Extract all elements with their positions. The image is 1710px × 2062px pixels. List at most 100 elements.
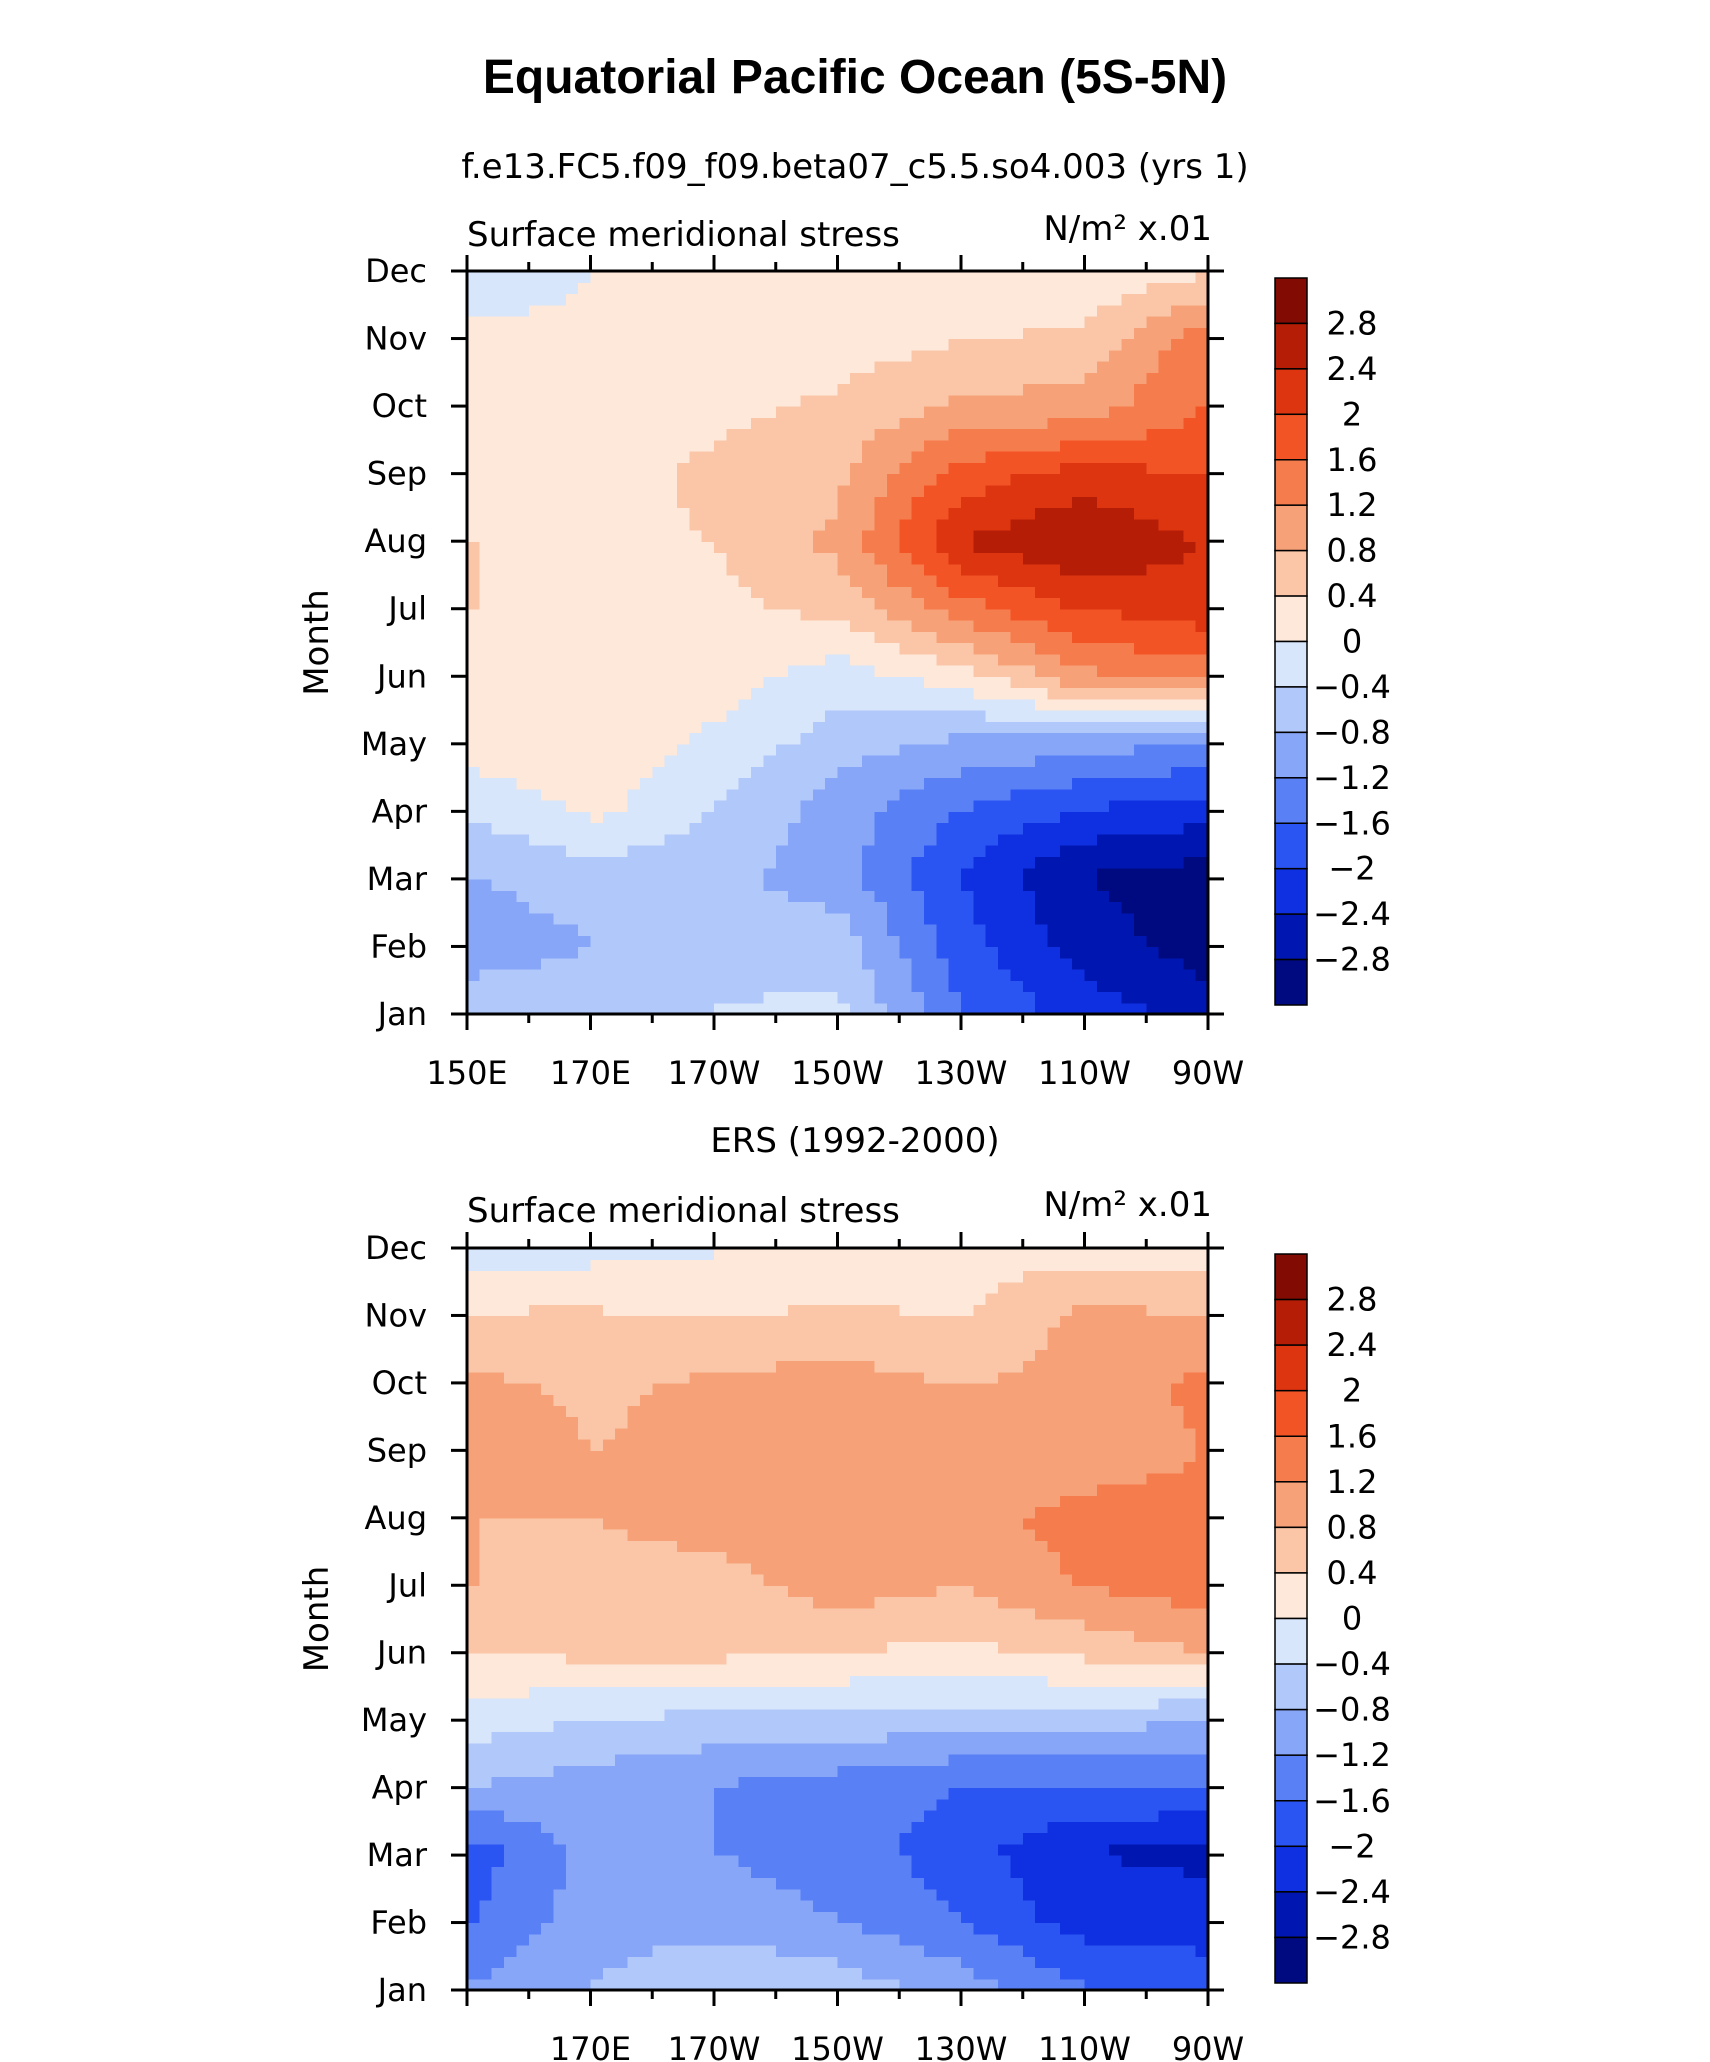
heatmap-cell: [812, 935, 826, 948]
heatmap-cell: [701, 1945, 715, 1957]
heatmap-cell: [565, 991, 579, 1004]
heatmap-cell: [1183, 1956, 1197, 1969]
heatmap-cell: [1022, 1956, 1036, 1969]
heatmap-cell: [800, 496, 814, 509]
heatmap-cell: [1059, 800, 1073, 812]
heatmap-cell: [689, 417, 703, 430]
heatmap-cell: [788, 541, 802, 554]
heatmap-cell: [714, 1967, 727, 1980]
heatmap-cell: [491, 721, 505, 734]
heatmap-cell: [676, 822, 690, 835]
heatmap-cell: [479, 451, 493, 463]
heatmap-cell: [639, 484, 653, 497]
heatmap-cell: [775, 293, 789, 306]
heatmap-cell: [1170, 1967, 1184, 1980]
heatmap-cell: [627, 417, 641, 430]
heatmap-cell: [1146, 1911, 1160, 1924]
heatmap-cell: [516, 552, 530, 565]
heatmap-cell: [541, 451, 555, 463]
heatmap-cell: [812, 721, 826, 734]
heatmap-cell: [1146, 687, 1160, 700]
heatmap-cell: [639, 710, 653, 722]
heatmap-cell: [1170, 721, 1184, 734]
heatmap-cell: [639, 327, 653, 340]
y-tick-label: Jan: [376, 995, 427, 1033]
heatmap-cell: [1195, 822, 1209, 835]
heatmap-cell: [973, 698, 987, 711]
heatmap-cell: [961, 710, 974, 722]
heatmap-cell: [1121, 271, 1135, 283]
heatmap-cell: [714, 1956, 727, 1969]
heatmap-cell: [911, 304, 925, 317]
heatmap-cell: [788, 428, 802, 441]
heatmap-cell: [639, 304, 653, 317]
heatmap-cell: [491, 1967, 505, 1980]
heatmap-cell: [553, 1922, 567, 1935]
heatmap-cell: [1133, 417, 1147, 430]
heatmap-cell: [578, 991, 592, 1004]
heatmap-cell: [1195, 1900, 1209, 1912]
heatmap-cell: [689, 293, 703, 306]
heatmap-cell: [1146, 282, 1160, 295]
heatmap-cell: [565, 406, 579, 418]
heatmap-cell: [1183, 710, 1197, 722]
heatmap-cell: [1022, 901, 1036, 914]
heatmap-cell: [578, 451, 592, 463]
heatmap-cell: [1022, 811, 1036, 824]
heatmap-cell: [701, 1900, 715, 1912]
heatmap-cell: [615, 394, 629, 407]
heatmap-cell: [1084, 552, 1098, 565]
heatmap-cell: [652, 451, 666, 463]
heatmap-cell: [689, 406, 703, 418]
heatmap-cell: [775, 822, 789, 835]
heatmap-cell: [985, 946, 999, 959]
heatmap-cell: [948, 912, 962, 925]
heatmap-cell: [714, 417, 727, 430]
heatmap-cell: [467, 1810, 480, 1822]
heatmap-cell: [911, 507, 925, 520]
heatmap-cell: [565, 428, 579, 441]
heatmap-cell: [812, 822, 826, 835]
heatmap-cell: [726, 541, 740, 554]
heatmap-cell: [911, 890, 925, 903]
heatmap-cell: [775, 1956, 789, 1969]
heatmap-cell: [491, 394, 505, 407]
heatmap-cell: [627, 1967, 641, 1980]
heatmap-cell: [1096, 721, 1110, 734]
heatmap-cell: [689, 946, 703, 959]
heatmap-cell: [479, 507, 493, 520]
heatmap-cell: [948, 541, 962, 554]
heatmap-cell: [516, 518, 530, 531]
heatmap-cell: [639, 1888, 653, 1901]
heatmap-cell: [1035, 676, 1049, 689]
heatmap-cell: [1109, 946, 1123, 959]
heatmap-cell: [1158, 788, 1172, 801]
heatmap-cell: [1109, 642, 1123, 655]
heatmap-cell: [1047, 777, 1061, 790]
heatmap-cell: [602, 439, 616, 452]
heatmap-cell: [565, 462, 579, 475]
heatmap-cell: [936, 811, 950, 824]
heatmap-cell: [788, 991, 802, 1004]
heatmap-cell: [479, 687, 493, 700]
heatmap-cell: [948, 1911, 962, 1924]
heatmap-cell: [1133, 631, 1147, 644]
heatmap-cell: [800, 698, 814, 711]
heatmap-cell: [1158, 935, 1172, 948]
heatmap-cell: [726, 406, 740, 418]
heatmap-cell: [689, 361, 703, 373]
heatmap-cell: [1084, 642, 1098, 655]
heatmap-cell: [874, 766, 888, 779]
heatmap-cell: [1035, 1855, 1049, 1867]
heatmap-cell: [615, 563, 629, 576]
heatmap-cell: [1146, 574, 1160, 587]
heatmap-cell: [639, 935, 653, 948]
heatmap-cell: [1158, 1877, 1172, 1890]
heatmap-cell: [652, 1866, 666, 1879]
heatmap-cell: [516, 901, 530, 914]
heatmap-cell: [528, 1877, 542, 1890]
heatmap-cell: [837, 743, 851, 756]
heatmap-cell: [1010, 563, 1024, 576]
heatmap-cell: [553, 1877, 567, 1890]
heatmap-cell: [1010, 845, 1024, 857]
